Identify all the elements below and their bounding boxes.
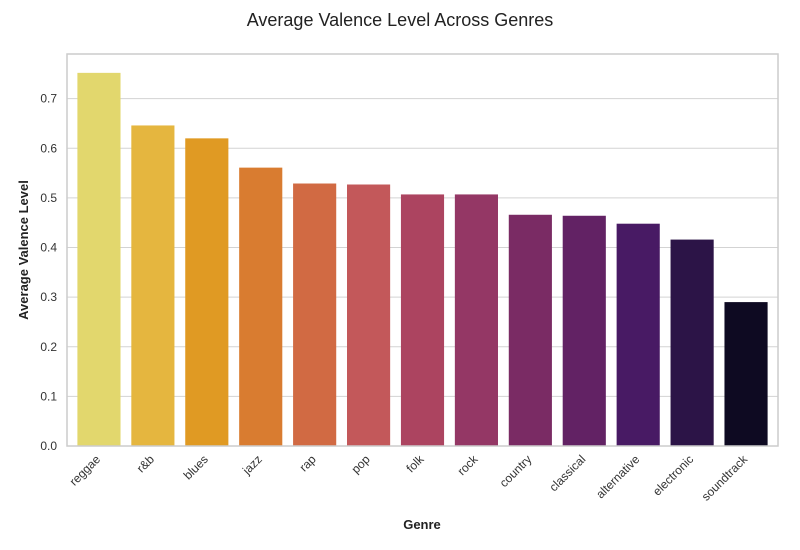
x-tick-label: classical <box>546 452 588 494</box>
y-tick-label: 0.0 <box>40 439 57 453</box>
bar-alternative <box>616 223 660 446</box>
x-tick-label: alternative <box>593 452 642 501</box>
bar-classical <box>562 215 606 446</box>
bar-folk <box>400 194 445 446</box>
bar-rap <box>293 183 337 447</box>
y-tick-label: 0.3 <box>40 290 57 304</box>
y-tick-label: 0.6 <box>40 141 57 155</box>
x-tick-labels: reggae r&b blues jazz rap pop folk rock country c… <box>67 452 751 504</box>
bar-pop <box>347 184 391 446</box>
y-tick-label: 0.1 <box>40 389 57 403</box>
bar-country <box>508 214 552 446</box>
x-tick-label: electronic <box>650 452 696 498</box>
x-tick-label: country <box>497 452 535 490</box>
x-tick-label: reggae <box>67 452 104 489</box>
bar-rock <box>454 194 498 446</box>
y-tick-labels: 0.0 0.1 0.2 0.3 0.4 0.5 0.6 0.7 <box>40 92 57 453</box>
x-tick-label: rap <box>297 452 319 474</box>
bar-electronic <box>670 239 714 446</box>
x-tick-label: blues <box>181 452 211 482</box>
bar-blues <box>185 138 229 446</box>
x-tick-label: soundtrack <box>699 452 751 504</box>
bar-r-b <box>131 125 175 447</box>
x-axis-label: Genre <box>403 517 441 532</box>
x-tick-label: r&b <box>134 452 157 475</box>
x-tick-label: pop <box>349 452 373 476</box>
x-tick-label: folk <box>404 452 428 476</box>
y-tick-label: 0.4 <box>40 241 57 255</box>
bar-soundtrack <box>724 302 768 446</box>
chart-title: Average Valence Level Across Genres <box>247 10 554 30</box>
y-axis-label: Average Valence Level <box>16 180 31 320</box>
bars <box>77 72 768 447</box>
x-tick-label: jazz <box>239 452 265 478</box>
x-tick-label: rock <box>455 452 482 479</box>
plot-frame <box>66 53 779 447</box>
y-tick-label: 0.5 <box>40 191 57 205</box>
bar-jazz <box>239 167 283 447</box>
bar-reggae <box>77 72 121 446</box>
y-tick-label: 0.2 <box>40 340 57 354</box>
y-tick-label: 0.7 <box>40 92 57 106</box>
